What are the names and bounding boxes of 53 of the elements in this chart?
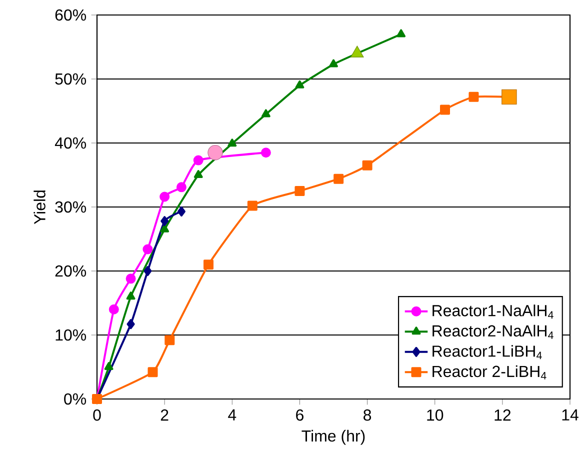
point: [142, 244, 153, 254]
point: [247, 200, 258, 211]
point: [261, 109, 270, 118]
point: [350, 46, 364, 58]
y-tick-label: 50%: [55, 73, 86, 85]
y-tick-label: 30%: [55, 201, 86, 213]
legend-label: Reactor1-LiBH$_{4}$: [432, 345, 542, 360]
point: [228, 138, 237, 147]
legend-label: Reactor 2-LiBH$_{4}$: [432, 365, 546, 380]
point: [177, 206, 186, 216]
point: [362, 160, 372, 170]
point: [164, 335, 175, 346]
y-tick-label: 40%: [54, 137, 86, 149]
point: [440, 104, 450, 115]
y-tick-label: 20%: [55, 265, 86, 277]
point: [193, 155, 204, 166]
x-tick-label: 4: [228, 409, 236, 420]
point: [160, 192, 170, 202]
point: [502, 89, 517, 105]
x-tick-label: 12: [494, 409, 511, 421]
x-tick-label: 8: [364, 409, 372, 421]
point: [329, 59, 338, 68]
point: [126, 292, 136, 300]
point: [396, 29, 406, 38]
y-tick-label: 60%: [55, 9, 86, 21]
point: [160, 216, 169, 226]
point: [176, 182, 186, 192]
x-tick-label: 0: [93, 409, 101, 421]
point: [108, 304, 119, 314]
x-axis-title: Time (hr): [302, 430, 365, 445]
y-tick-label: 10%: [56, 329, 86, 341]
y-axis-title: Yield: [34, 190, 46, 224]
x-tick-label: 14: [562, 409, 578, 420]
point: [260, 148, 271, 158]
point: [194, 170, 203, 178]
legend-label: Reactor2-NaAlH$_{4}$: [432, 324, 554, 339]
point: [126, 274, 136, 284]
x-tick-label: 6: [296, 409, 304, 421]
point: [104, 362, 114, 370]
point: [468, 92, 479, 102]
x-tick-label: 10: [427, 409, 444, 421]
y-tick-label: 0%: [64, 393, 86, 405]
point: [126, 319, 135, 330]
legend-label: Reactor1-NaAlH$_{4}$: [432, 304, 554, 319]
point: [295, 80, 304, 88]
point: [294, 186, 305, 196]
point: [144, 266, 152, 276]
x-tick-label: 2: [160, 409, 168, 421]
point: [160, 224, 170, 232]
point: [334, 174, 344, 184]
point: [208, 144, 223, 160]
point: [203, 260, 214, 270]
point: [148, 367, 158, 378]
